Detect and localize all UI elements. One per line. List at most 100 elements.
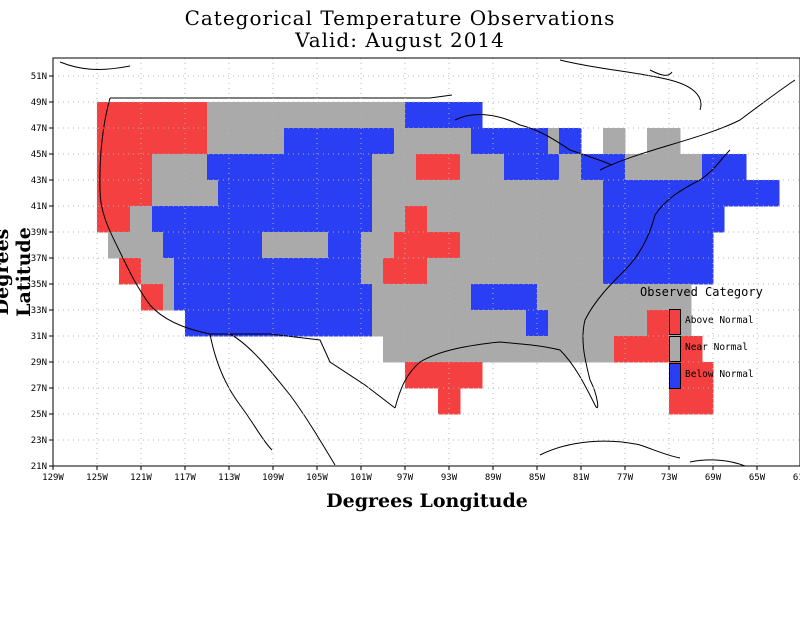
cell-below-normal (537, 128, 549, 155)
cell-below-normal (295, 284, 307, 311)
cell-near-normal (394, 154, 406, 181)
cell-near-normal (526, 232, 538, 259)
cell-above-normal (416, 258, 428, 285)
cell-near-normal (570, 180, 582, 207)
cell-near-normal (141, 206, 153, 233)
cell-below-normal (229, 258, 241, 285)
cell-near-normal (383, 102, 395, 129)
cell-above-normal (108, 206, 120, 233)
cell-below-normal (526, 284, 538, 311)
coastline-outline (59, 59, 796, 467)
cell-near-normal (515, 232, 527, 259)
cell-above-normal (449, 154, 461, 181)
cell-below-normal (339, 206, 351, 233)
cell-near-normal (372, 232, 384, 259)
cell-above-normal (185, 102, 197, 129)
cell-below-normal (262, 206, 274, 233)
cell-near-normal (229, 102, 241, 129)
cell-below-normal (262, 310, 274, 337)
cell-below-normal (427, 102, 439, 129)
legend-swatch-near (669, 336, 681, 362)
cell-above-normal (680, 388, 692, 415)
cell-near-normal (163, 154, 175, 181)
cell-above-normal (625, 336, 637, 363)
cell-near-normal (482, 310, 494, 337)
cell-below-normal (207, 232, 219, 259)
cell-above-normal (174, 128, 186, 155)
cell-near-normal (449, 310, 461, 337)
cell-near-normal (526, 258, 538, 285)
cell-below-normal (658, 232, 670, 259)
cell-near-normal (240, 102, 252, 129)
cell-above-normal (449, 388, 461, 415)
cell-near-normal (185, 180, 197, 207)
cell-below-normal (328, 128, 340, 155)
cell-below-normal (658, 206, 670, 233)
cell-above-normal (119, 180, 131, 207)
cell-near-normal (559, 154, 571, 181)
cell-near-normal (515, 206, 527, 233)
cell-near-normal (427, 180, 439, 207)
cell-below-normal (185, 232, 197, 259)
cell-above-normal (438, 154, 450, 181)
cell-below-normal (339, 180, 351, 207)
cell-below-normal (339, 310, 351, 337)
y-tick-label: 31N (31, 332, 47, 342)
cell-below-normal (218, 258, 230, 285)
cell-below-normal (669, 180, 681, 207)
x-tick-label: 65W (749, 473, 766, 483)
cell-above-normal (130, 258, 142, 285)
y-tick-label: 49N (31, 98, 47, 108)
cell-above-normal (119, 128, 131, 155)
cell-above-normal (614, 336, 626, 363)
cell-near-normal (614, 128, 626, 155)
cell-below-normal (493, 284, 505, 311)
legend-swatch-below (669, 363, 681, 389)
cell-near-normal (460, 284, 472, 311)
cell-above-normal (636, 336, 648, 363)
cell-near-normal (537, 336, 549, 363)
cell-near-normal (504, 310, 516, 337)
cell-near-normal (493, 232, 505, 259)
mexico-west-coast (210, 333, 336, 466)
cell-near-normal (394, 206, 406, 233)
cell-near-normal (592, 206, 604, 233)
cell-above-normal (119, 258, 131, 285)
cell-below-normal (284, 180, 296, 207)
cell-below-normal (592, 154, 604, 181)
cell-above-normal (108, 102, 120, 129)
cell-above-normal (416, 362, 428, 389)
cell-near-normal (438, 180, 450, 207)
cell-near-normal (152, 258, 164, 285)
cell-below-normal (251, 232, 263, 259)
cell-below-normal (306, 310, 318, 337)
canada-border-west (110, 94, 453, 99)
cell-above-normal (647, 310, 659, 337)
cell-below-normal (361, 284, 373, 311)
cell-near-normal (460, 206, 472, 233)
x-axis-ticks: 129W 125W 121W 117W 113W 109W 105W 101W 97W 93W 89… (42, 466, 800, 483)
x-tick-label: 109W (262, 473, 284, 483)
cell-below-normal (350, 154, 362, 181)
cell-below-normal (273, 154, 285, 181)
cell-near-normal (317, 102, 329, 129)
cell-above-normal (196, 102, 208, 129)
cell-near-normal (471, 206, 483, 233)
cell-below-normal (185, 284, 197, 311)
cell-below-normal (317, 310, 329, 337)
x-tick-label: 93W (441, 473, 458, 483)
cell-near-normal (658, 154, 670, 181)
cell-below-normal (185, 206, 197, 233)
cell-below-normal (504, 128, 516, 155)
cell-near-normal (625, 154, 637, 181)
cell-near-normal (416, 180, 428, 207)
cell-below-normal (262, 284, 274, 311)
cell-near-normal (537, 284, 549, 311)
cell-below-normal (174, 232, 186, 259)
cell-near-normal (482, 336, 494, 363)
cell-below-normal (295, 128, 307, 155)
cell-near-normal (614, 310, 626, 337)
arctic-islands (59, 61, 673, 76)
cell-near-normal (295, 232, 307, 259)
cell-below-normal (350, 310, 362, 337)
